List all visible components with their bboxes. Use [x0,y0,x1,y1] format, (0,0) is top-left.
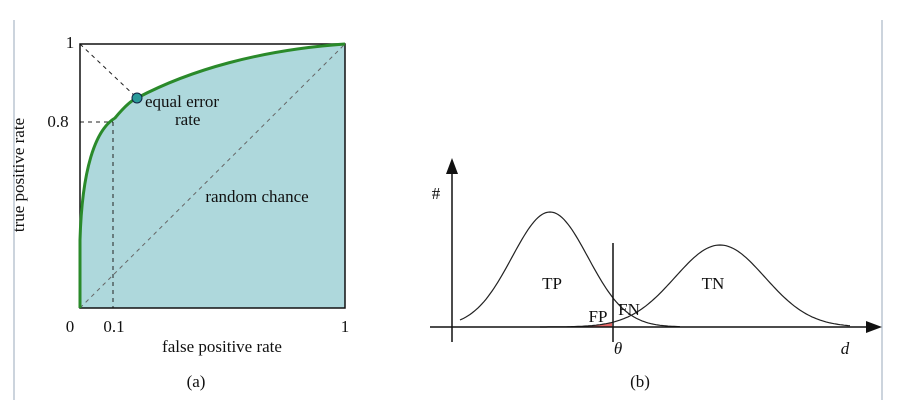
plot-box [79,43,346,309]
y-arrow [446,158,458,174]
x-arrow [866,321,882,333]
y-tick-label: 1 [66,33,75,52]
threshold-label: θ [614,339,622,358]
caption: (a) [187,372,206,391]
y-axis-label: # [432,184,441,203]
region-label: FP [589,307,608,326]
region-label: TN [702,274,725,293]
annotation: rate [175,110,200,129]
x-tick-label: 0 [66,317,75,336]
x-axis-label: d [841,339,850,358]
x-axis-label: false positive rate [162,337,282,356]
region-label: FN [618,300,640,319]
random-chance-line [79,43,346,309]
frame [13,20,883,400]
y-tick-label: 0.8 [47,112,68,131]
panel-a: 1 0.8 0 0.1 1 false positive rate true p… [9,33,349,391]
caption: (b) [630,372,650,391]
panel-b: # d θ TP FN FP TN (b) [430,158,882,391]
y-axis-label: true positive rate [9,118,28,232]
x-tick-label: 0.1 [103,317,124,336]
eer-line [79,43,138,99]
distribution-curve [459,211,681,328]
region-label: TP [542,274,562,293]
x-tick-label: 1 [341,317,350,336]
annotation: random chance [205,187,308,206]
annotation: equal error [145,92,219,111]
distribution-curve [540,244,851,328]
roc-curve [78,42,346,308]
eer-point [131,92,143,104]
